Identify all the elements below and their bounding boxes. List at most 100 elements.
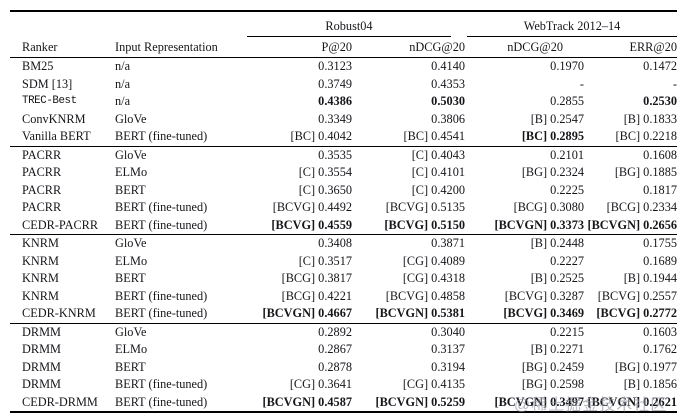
metric-cell: [BG] 0.2459 xyxy=(521,359,584,374)
metric-cell: [C] 0.4101 xyxy=(411,165,465,179)
table-row: SDM [13] n/a 0.3749 0.4353 - - xyxy=(10,76,677,94)
metric-cell: [BCVG] 0.5135 xyxy=(385,200,465,214)
ranker-cell: TREC-Best xyxy=(22,95,77,107)
column-group-spacer xyxy=(10,11,245,37)
metric-cell: [BG] 0.2324 xyxy=(521,165,584,179)
ranker-cell: KNRM xyxy=(22,253,59,268)
metric-cell: [C] 0.3554 xyxy=(298,165,352,179)
table-row: TREC-Best n/a 0.4386 0.5030 0.2855 0.2530 xyxy=(10,93,677,111)
table-section: DRMM GloVe 0.2892 0.3040 0.2215 0.1603 DRMM ELM… xyxy=(10,322,678,412)
metric-cell: [BCVG] 0.2772 xyxy=(596,306,677,320)
metric-cell: 0.3349 xyxy=(318,111,352,126)
input-representation-cell: n/a xyxy=(115,76,131,91)
metric-cell: 0.2878 xyxy=(318,359,352,374)
input-representation-cell: n/a xyxy=(115,94,131,108)
input-representation-cell: BERT (fine-tuned) xyxy=(115,200,208,214)
table-row: PACRR ELMo [C] 0.3554 [C] 0.4101 [BG] 0.2324… xyxy=(10,164,677,182)
metric-cell: 0.4386 xyxy=(318,94,352,108)
ranker-cell: DRMM xyxy=(22,359,61,374)
metric-cell: [BCG] 0.3080 xyxy=(513,200,584,214)
metric-cell: 0.4353 xyxy=(431,76,465,91)
table-row: KNRM GloVe 0.3408 0.3871 [B] 0.2448 0.1755 xyxy=(10,234,677,253)
input-representation-cell: GloVe xyxy=(115,111,147,126)
metric-cell: 0.2215 xyxy=(465,322,587,341)
metric-cell: 0.3749 xyxy=(318,76,352,91)
metric-cell: [BCVG] 0.2557 xyxy=(597,288,677,303)
metric-cell: [BCVGN] 0.5259 xyxy=(375,394,466,409)
metric-cell: [BCVGN] 0.3373 xyxy=(494,217,585,232)
metric-cell: [CG] 0.4135 xyxy=(402,377,465,391)
metric-cell: 0.1970 xyxy=(550,59,584,73)
input-representation-cell: BERT xyxy=(115,271,146,285)
table-row: Vanilla BERT BERT (fine-tuned) [BC] 0.4042… xyxy=(10,128,677,146)
ranker-cell: KNRM xyxy=(10,234,103,253)
metric-cell: 0.3040 xyxy=(352,322,465,341)
metric-cell: [BCG] 0.3817 xyxy=(281,271,352,285)
metric-cell: [C] 0.4200 xyxy=(411,182,465,197)
ranker-cell: PACRR xyxy=(10,145,103,164)
input-representation-cell: GloVe xyxy=(103,322,245,341)
input-representation-cell: ELMo xyxy=(115,165,148,179)
input-representation-cell: GloVe xyxy=(103,234,245,253)
metric-cell: [BCVGN] 0.5381 xyxy=(375,306,466,320)
metric-cell: 0.2530 xyxy=(643,94,677,108)
ranker-cell: DRMM xyxy=(10,322,103,341)
metric-cell: - xyxy=(672,76,677,91)
metric-cell: - xyxy=(579,76,584,91)
table-row: KNRM BERT (fine-tuned) [BCG] 0.4221 [BCVG] … xyxy=(10,288,677,306)
col-header-input-representation: Input Representation xyxy=(103,37,245,58)
table-row: PACRR BERT (fine-tuned) [BCVG] 0.4492 [BCVG… xyxy=(10,199,677,217)
metric-cell: [BC] 0.4042 xyxy=(290,129,352,143)
metric-cell: 0.3137 xyxy=(431,342,465,356)
input-representation-cell: BERT (fine-tuned) xyxy=(115,288,208,303)
ranker-cell: CEDR-KNRM xyxy=(22,306,96,320)
table-row: PACRR BERT [C] 0.3650 [C] 0.4200 0.2225 0.181… xyxy=(10,182,677,200)
input-representation-cell: BERT xyxy=(115,359,146,374)
ranker-cell: KNRM xyxy=(22,288,59,303)
metric-cell: 0.1472 xyxy=(643,59,677,73)
ranker-cell: SDM [13] xyxy=(22,76,73,91)
metric-cell: [B] 0.1944 xyxy=(623,271,677,285)
metric-cell: [BCVGN] 0.3497 xyxy=(494,394,585,409)
metric-cell: 0.1817 xyxy=(643,182,677,197)
metric-cell: 0.2227 xyxy=(550,253,584,268)
metric-cell: [BG] 0.1885 xyxy=(614,165,677,179)
input-representation-cell: BERT xyxy=(115,182,146,197)
metric-cell: [B] 0.2525 xyxy=(530,271,584,285)
metric-cell: 0.5030 xyxy=(431,94,465,108)
table-section: KNRM GloVe 0.3408 0.3871 [B] 0.2448 0.1755 KNR… xyxy=(10,234,677,324)
ranker-cell: PACRR xyxy=(22,165,62,179)
ranker-cell: CEDR-DRMM xyxy=(22,394,98,409)
metric-cell: 0.2867 xyxy=(318,342,352,356)
metric-cell: 0.1755 xyxy=(587,234,677,253)
table-row: ConvKNRM GloVe 0.3349 0.3806 [B] 0.2547 [B] 0… xyxy=(10,111,677,129)
metric-cell: [BCVG] 0.5150 xyxy=(384,217,465,232)
table-row: KNRM ELMo [C] 0.3517 [CG] 0.4089 0.2227 0.168… xyxy=(10,253,677,271)
input-representation-cell: BERT (fine-tuned) xyxy=(115,377,208,391)
metric-cell: [BC] 0.4541 xyxy=(403,129,465,143)
table-row: BM25 n/a 0.3123 0.4140 0.1970 0.1472 xyxy=(10,58,677,76)
col-group-robust04-label: Robust04 xyxy=(325,19,373,33)
ranker-cell: DRMM xyxy=(22,377,61,391)
table-row: CEDR-PACRR BERT (fine-tuned) [BCVG] 0.4559… xyxy=(10,217,677,235)
metric-cell: [B] 0.2271 xyxy=(530,342,584,356)
metric-cell: [BCVGN] 0.2621 xyxy=(587,394,678,409)
ranker-cell: PACRR xyxy=(22,200,62,214)
ranker-cell: ConvKNRM xyxy=(22,111,86,126)
metric-cell: [CG] 0.4318 xyxy=(402,271,465,285)
metric-cell: [BG] 0.1977 xyxy=(614,359,677,374)
input-representation-cell: n/a xyxy=(115,59,131,73)
metric-cell: [BCVG] 0.3287 xyxy=(504,288,584,303)
input-representation-cell: ELMo xyxy=(115,342,148,356)
ranker-cell: DRMM xyxy=(22,342,61,356)
ranker-cell: CEDR-PACRR xyxy=(22,217,99,232)
metric-cell: 0.3194 xyxy=(431,359,465,374)
metric-cell: 0.3871 xyxy=(352,234,465,253)
input-representation-cell: BERT (fine-tuned) xyxy=(115,306,208,320)
metric-cell: [BCVGN] 0.4587 xyxy=(262,394,353,409)
metric-cell: [B] 0.1856 xyxy=(623,377,677,391)
metric-cell: [BCG] 0.2334 xyxy=(606,200,677,214)
table-section: BM25 n/a 0.3123 0.4140 0.1970 0.1472 SDM [13] n… xyxy=(10,58,677,147)
metric-cell: 0.2225 xyxy=(550,182,584,197)
